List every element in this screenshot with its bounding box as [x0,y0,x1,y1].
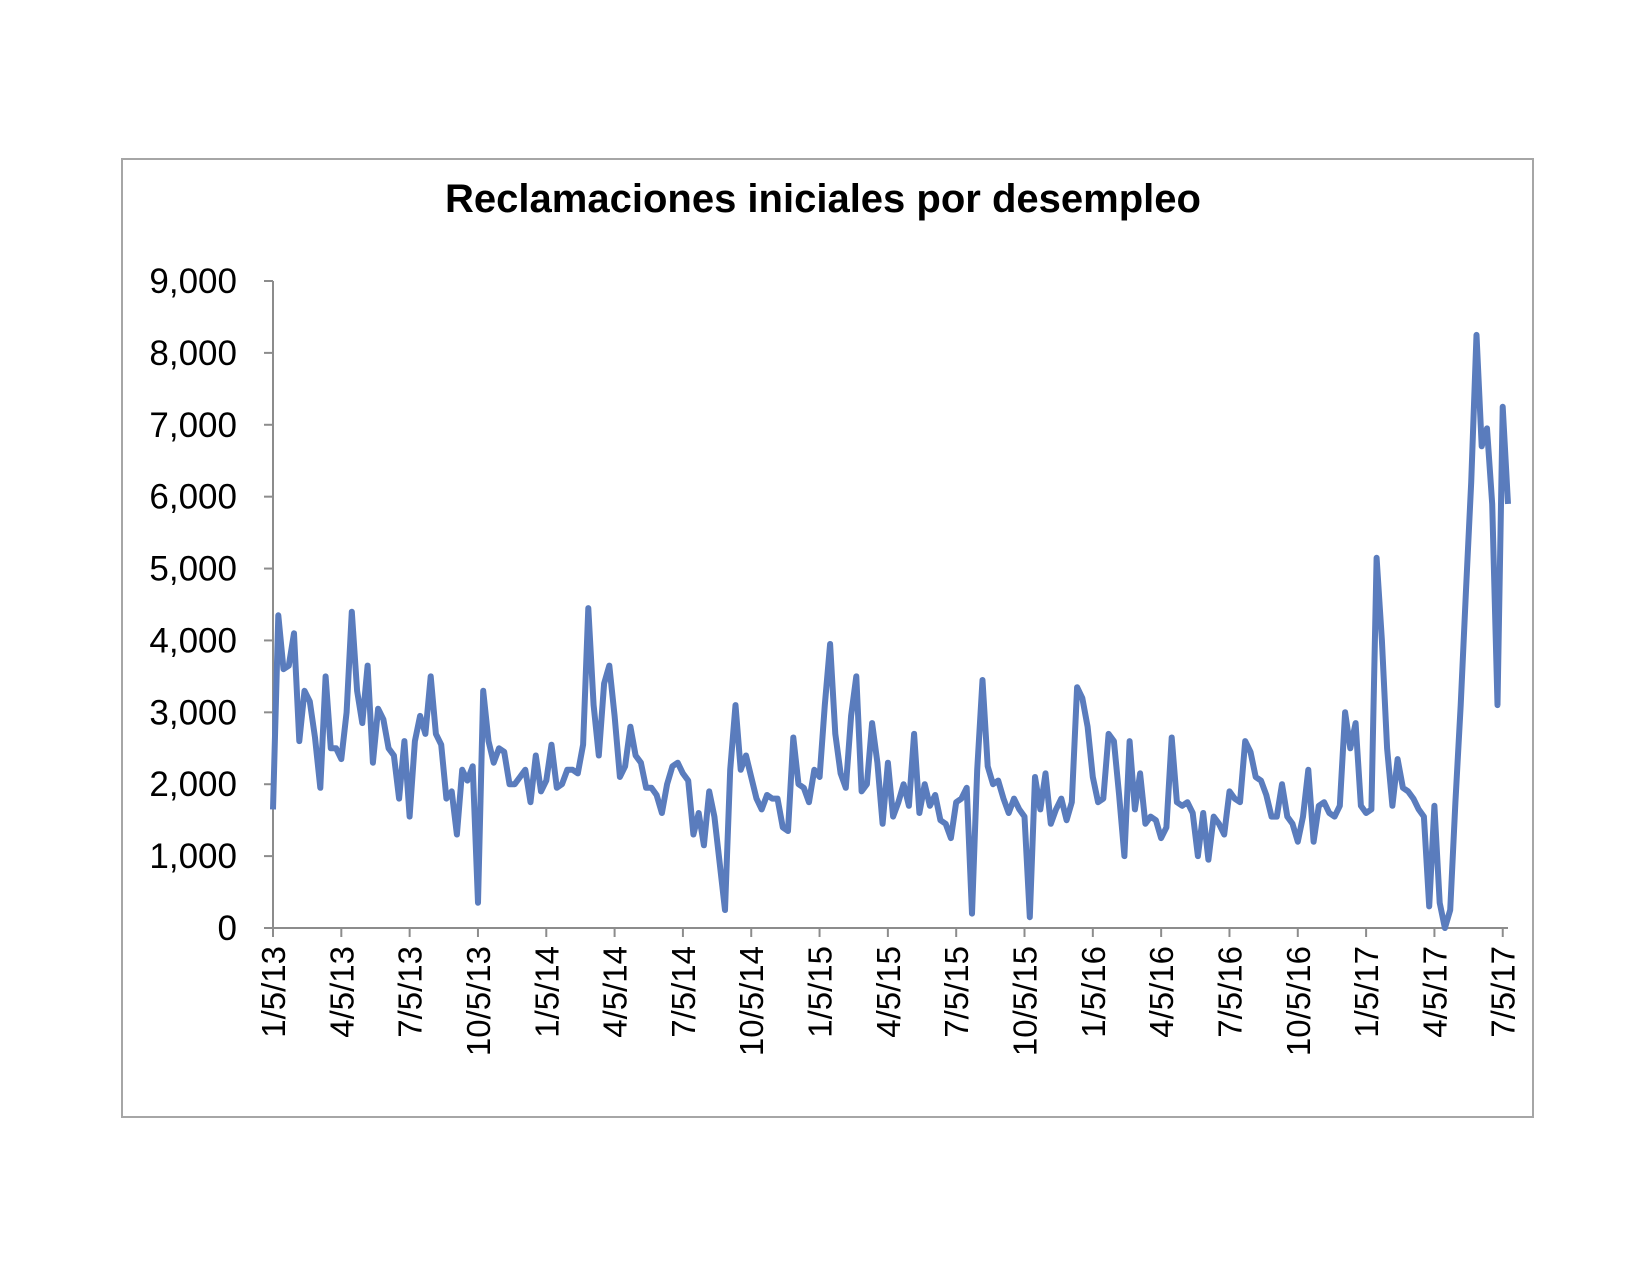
x-tick-label: 10/5/15 [1007,946,1044,1056]
y-tick-label: 4,000 [149,621,237,660]
y-tick-label: 8,000 [149,334,237,373]
y-tick-label: 0 [218,909,237,948]
x-tick-label: 1/5/14 [528,946,565,1038]
x-tick-label: 7/5/17 [1485,946,1522,1038]
x-tick-label: 4/5/14 [597,946,634,1038]
x-tick-label: 4/5/13 [323,946,360,1038]
y-tick-label: 1,000 [149,837,237,876]
x-tick-label: 1/5/17 [1348,946,1385,1038]
series-group [270,331,1511,931]
y-axis-ticks: 0 1,000 2,000 3,000 4,000 5,000 6,000 7,000 8,00… [149,262,273,948]
y-tick-label: 5,000 [149,550,237,589]
x-tick-label: 7/5/15 [938,946,975,1038]
x-tick-label: 4/5/15 [870,946,907,1038]
x-tick-label: 1/5/16 [1075,946,1112,1038]
x-tick-label: 4/5/16 [1143,946,1180,1038]
y-tick-label: 2,000 [149,765,237,804]
x-tick-label: 1/5/13 [255,946,292,1038]
x-tick-label: 7/5/14 [665,946,702,1038]
x-tick-label: 4/5/17 [1416,946,1453,1038]
y-tick-label: 6,000 [149,478,237,517]
chart-svg: Reclamaciones iniciales por desempleo 01… [149,177,1522,1056]
series-line [270,331,1511,931]
y-tick-label: 9,000 [149,262,237,301]
x-tick-label: 7/5/16 [1211,946,1248,1038]
x-tick-label: 10/5/13 [460,946,497,1056]
y-tick-label: 7,000 [149,406,237,445]
x-tick-label: 10/5/16 [1280,946,1317,1056]
x-tick-label: 7/5/13 [392,946,429,1038]
chart-title: Reclamaciones iniciales por desempleo [445,177,1201,221]
y-tick-label: 3,000 [149,693,237,732]
x-tick-label: 1/5/15 [802,946,839,1038]
x-tick-label: 10/5/14 [733,946,770,1056]
x-axis-ticks: 1/5/13 4/5/13 7/5/13 10/5/13 1/5/14 4/5/14 7/5… [255,928,1522,1056]
